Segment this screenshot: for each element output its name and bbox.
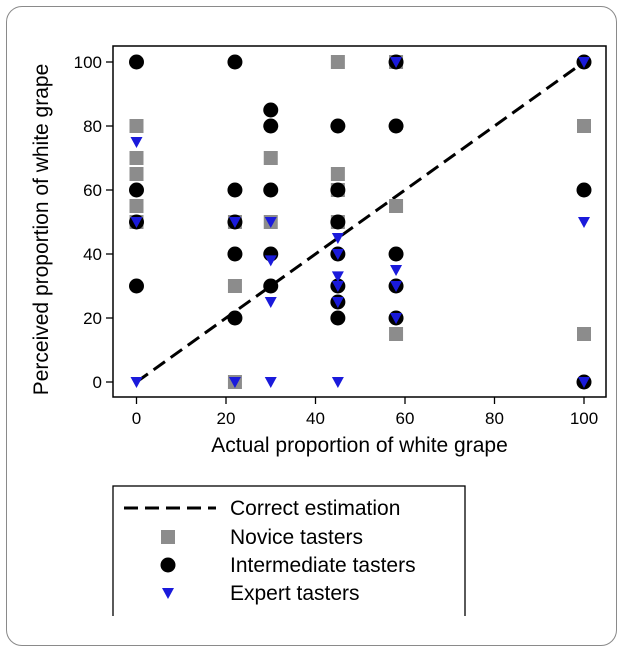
data-point: [130, 217, 143, 228]
legend-label-square: Novice tasters: [230, 526, 363, 549]
axis-ticks: 0 20 40 60 80 100 0 20 40 60 80 100: [74, 53, 599, 428]
data-point: [576, 182, 592, 198]
y-axis-title: Perceived proportion of white grape: [30, 64, 53, 396]
legend-label-correct-estimation: Correct estimation: [230, 497, 400, 520]
data-point: [390, 313, 403, 324]
x-tick-label: 20: [217, 409, 236, 428]
data-point: [330, 118, 346, 134]
data-point: [330, 182, 346, 198]
data-point: [130, 137, 143, 148]
data-point: [578, 57, 590, 68]
data-point: [331, 233, 344, 244]
chart-svg: 0 20 40 60 80 100 0 20 40 60 80 100 Actual proporti…: [30, 45, 607, 616]
data-point: [129, 54, 144, 70]
data-point: [130, 377, 143, 388]
x-axis-title: Actual proportion of white grape: [211, 434, 508, 457]
data-point: [390, 265, 403, 276]
data-point: [578, 377, 590, 388]
y-tick-label: 80: [83, 117, 102, 136]
data-point: [330, 167, 345, 181]
data-point: [227, 54, 243, 70]
x-tick-label: 80: [485, 409, 504, 428]
legend-symbol-square: [161, 530, 175, 544]
data-point: [264, 255, 277, 267]
data-point: [264, 297, 277, 308]
legend-symbol-circle: [160, 557, 176, 573]
data-point: [227, 279, 242, 293]
data-point: [390, 57, 403, 68]
data-point: [389, 327, 404, 341]
data-point: [228, 217, 241, 228]
data-point: [263, 151, 278, 165]
data-point: [263, 182, 279, 198]
data-point: [227, 182, 243, 198]
data-point: [330, 55, 345, 69]
data-point: [330, 310, 346, 326]
y-tick-label: 100: [74, 53, 102, 72]
data-point: [263, 118, 279, 134]
data-point: [331, 271, 344, 283]
data-point: [330, 214, 346, 230]
data-point: [331, 377, 344, 388]
legend-symbol-triangle-down: [162, 588, 174, 599]
data-points: [129, 54, 592, 390]
data-point: [390, 281, 403, 292]
data-point: [129, 182, 144, 198]
series-triangle-down: [130, 57, 590, 388]
plot-area: [112, 45, 607, 398]
data-point: [388, 118, 404, 134]
data-point: [129, 167, 144, 181]
data-point: [264, 377, 277, 388]
data-point: [227, 310, 243, 326]
y-tick-label: 20: [83, 309, 102, 328]
data-point: [228, 377, 241, 388]
data-point: [331, 281, 344, 292]
data-point: [263, 102, 279, 118]
x-tick-label: 0: [132, 409, 141, 428]
reference-line-group: [135, 60, 585, 384]
data-point: [263, 278, 279, 294]
legend-label-circle: Intermediate tasters: [230, 554, 416, 577]
data-point: [577, 327, 591, 341]
x-tick-label: 60: [396, 409, 415, 428]
legend: Correct estimation Novice tasters Interme…: [112, 485, 466, 616]
reference-line-correct-estimation: [135, 60, 585, 384]
data-point: [388, 246, 404, 262]
data-point: [129, 151, 144, 165]
data-point: [578, 217, 590, 228]
y-tick-label: 40: [83, 245, 102, 264]
data-point: [331, 249, 344, 260]
data-point: [129, 278, 144, 294]
legend-box: [112, 485, 466, 616]
y-tick-label: 60: [83, 181, 102, 200]
data-point: [129, 199, 144, 213]
data-point: [389, 199, 404, 213]
legend-label-triangle-down: Expert tasters: [230, 582, 360, 605]
y-tick-label: 0: [93, 373, 102, 392]
data-point: [331, 297, 344, 308]
data-point: [227, 246, 243, 262]
x-tick-label: 100: [570, 409, 598, 428]
data-point: [264, 217, 277, 228]
data-point: [577, 119, 591, 133]
data-point: [129, 119, 144, 133]
x-tick-label: 40: [306, 409, 325, 428]
legend-series-entries: Novice tasters Intermediate tasters Expert…: [160, 526, 416, 605]
